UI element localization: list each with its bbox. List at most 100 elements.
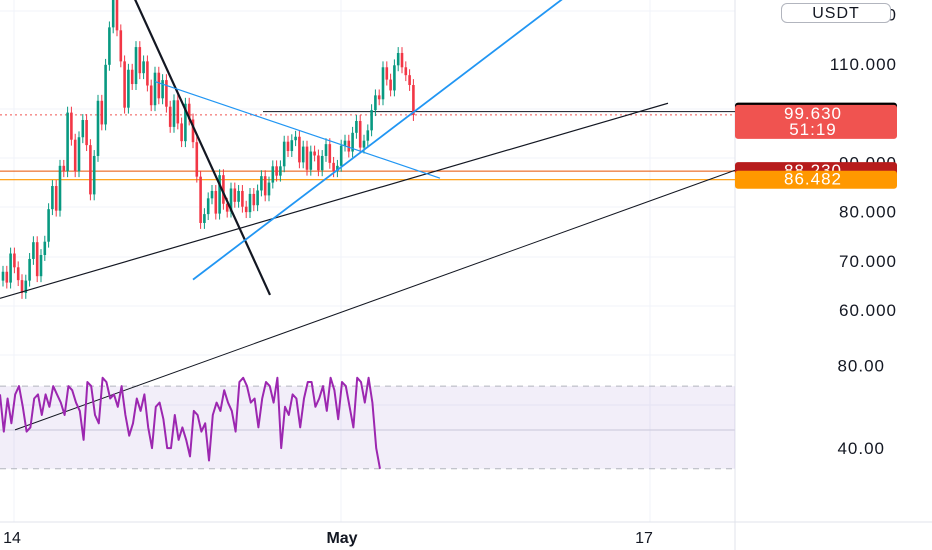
candle xyxy=(282,141,286,167)
candle xyxy=(58,165,62,211)
candle xyxy=(108,27,111,65)
candle xyxy=(332,162,335,172)
candle xyxy=(5,271,9,283)
candle xyxy=(176,100,180,124)
candle xyxy=(309,151,313,170)
candle xyxy=(377,95,381,100)
candle xyxy=(267,182,271,196)
candle xyxy=(275,166,278,176)
currency-button[interactable]: USDT xyxy=(781,3,891,23)
candle xyxy=(298,136,301,163)
candle xyxy=(165,80,168,107)
candle xyxy=(294,136,297,141)
trendline-rising-2 xyxy=(14,169,736,431)
price-tick-label: 110.000 xyxy=(830,55,897,74)
candle xyxy=(244,206,248,213)
candle xyxy=(336,165,339,172)
candle xyxy=(16,267,20,281)
rsi-tick-label: 40.00 xyxy=(837,439,885,458)
candle xyxy=(96,100,100,156)
price-tick-label: 80.000 xyxy=(839,203,897,222)
trendline-blue-down xyxy=(154,80,441,179)
candle xyxy=(408,75,411,86)
candle xyxy=(130,69,134,85)
candle xyxy=(39,254,43,277)
candle xyxy=(328,144,332,163)
candle xyxy=(1,271,5,281)
candle xyxy=(305,146,309,170)
candle xyxy=(393,65,396,91)
candle xyxy=(362,140,366,148)
candle xyxy=(218,175,221,214)
candle xyxy=(66,112,69,172)
candle xyxy=(199,176,202,223)
candle xyxy=(115,0,119,31)
candle xyxy=(138,47,142,74)
candle xyxy=(225,203,229,212)
candle xyxy=(161,80,164,99)
candle xyxy=(210,190,214,199)
rsi-line xyxy=(0,376,381,469)
candle xyxy=(252,193,256,206)
candle xyxy=(142,61,145,74)
horizontal-levels xyxy=(0,111,735,181)
time-tick-label: 14 xyxy=(3,530,21,547)
rsi-axis[interactable]: 80.00 40.00 xyxy=(837,356,885,458)
candle xyxy=(263,176,267,196)
candle xyxy=(92,155,96,195)
candle xyxy=(286,141,290,152)
candle xyxy=(222,175,225,204)
candle xyxy=(355,120,358,133)
trendline-down xyxy=(134,0,272,296)
candle xyxy=(320,155,324,171)
candle xyxy=(28,258,31,281)
candle xyxy=(187,103,191,120)
price-tag-label: 86.482 xyxy=(784,170,842,189)
candle xyxy=(184,103,187,142)
candle xyxy=(191,119,195,143)
candle xyxy=(111,0,115,28)
candle xyxy=(9,253,12,283)
candle xyxy=(358,120,362,148)
candle xyxy=(13,253,16,268)
candle xyxy=(180,123,183,142)
candle xyxy=(301,146,305,163)
candle xyxy=(127,69,130,108)
price-tick-label: 60.000 xyxy=(839,301,897,320)
candle xyxy=(43,241,47,255)
time-tick-label: May xyxy=(326,530,357,547)
candle xyxy=(256,190,259,206)
candle xyxy=(54,186,58,211)
candle xyxy=(35,242,39,277)
candle xyxy=(347,140,351,152)
candle xyxy=(313,151,316,156)
candle xyxy=(24,280,28,293)
time-tick-label: 17 xyxy=(635,530,653,547)
candle xyxy=(374,95,377,111)
candle xyxy=(400,52,404,68)
candle xyxy=(168,106,172,127)
candle xyxy=(157,72,161,99)
candle xyxy=(241,190,244,207)
candle xyxy=(123,61,126,108)
candle xyxy=(47,209,50,242)
candle xyxy=(89,145,92,195)
time-axis[interactable]: 14 May 17 xyxy=(3,530,653,547)
candle xyxy=(119,30,123,62)
candle xyxy=(351,132,354,152)
candle xyxy=(279,166,282,176)
candle xyxy=(290,140,294,152)
candle xyxy=(134,47,138,85)
candle xyxy=(85,119,88,146)
candle xyxy=(389,79,392,91)
candle xyxy=(317,155,320,171)
candle xyxy=(206,198,210,215)
candle xyxy=(214,190,218,214)
candle xyxy=(149,85,153,106)
candle xyxy=(195,142,199,177)
candle xyxy=(73,139,77,172)
price-tag xyxy=(735,104,897,139)
candle xyxy=(20,280,24,293)
